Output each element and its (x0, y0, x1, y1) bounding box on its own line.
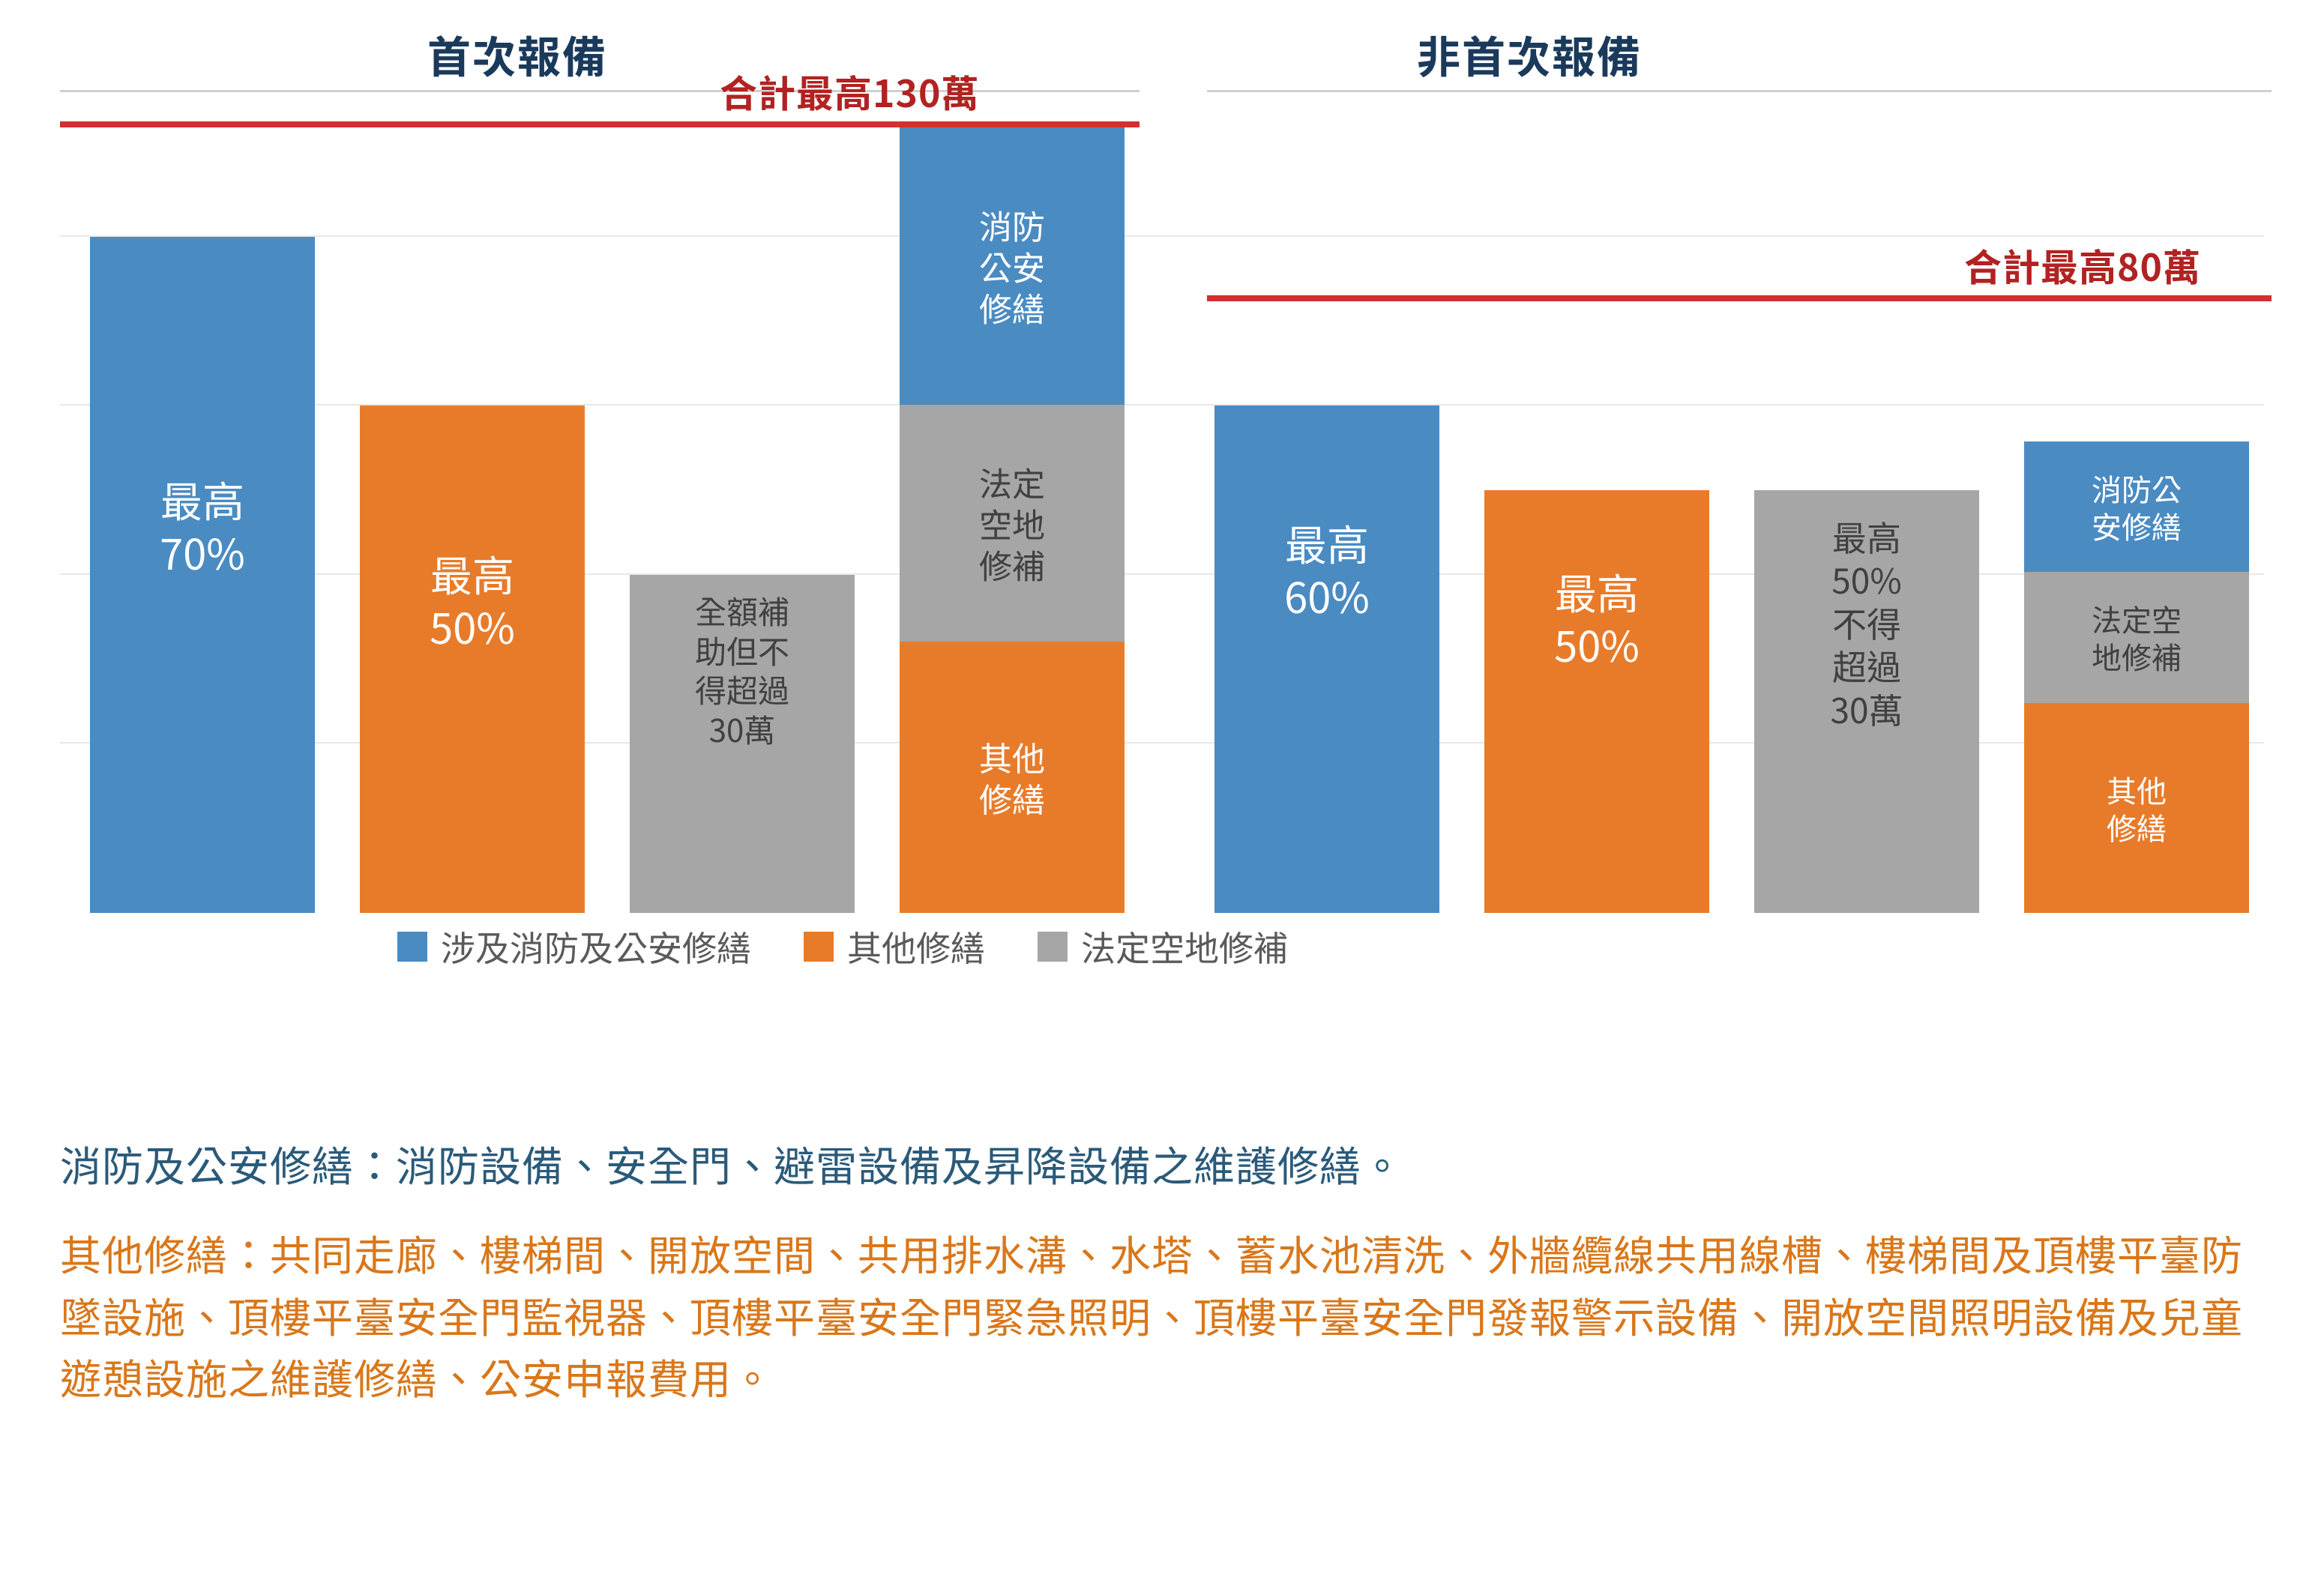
hr-right (1207, 90, 2272, 92)
plot-area: 合計最高130萬合計最高80萬最高 70%最高 50%全額補 助但不 得超過 3… (60, 127, 2264, 913)
chart-area: 首次報備 非首次報備 合計最高130萬合計最高80萬最高 70% 最高 50% 全額… (60, 22, 2264, 997)
max-label: 合計最高80萬 (1964, 238, 2201, 292)
bar-segment: 法定 空地 修補 (900, 405, 1125, 642)
note-blue: 消防及公安修繕：消防設備、安全門、避雷設備及昇降設備之維護修繕。 (60, 1132, 2279, 1196)
bar-segment-label: 消防 公安 修繕 (900, 204, 1125, 328)
bar-segment-label: 消防公 安修繕 (2024, 469, 2249, 544)
legend-item: 法定空地修補 (1038, 922, 1288, 971)
legend-swatch (804, 932, 834, 962)
bar-segment: 消防公 安修繕 (2024, 441, 2249, 573)
bar-label: 最高 50% (360, 548, 585, 653)
bar-segment-label: 法定空 地修補 (2024, 600, 2249, 675)
bar-segment-label: 法定 空地 修補 (900, 462, 1125, 585)
bar-segment-label: 其他 修繕 (900, 736, 1125, 818)
legend-text: 其他修繕 (847, 922, 985, 971)
legend: 涉及消防及公安修繕 其他修繕 法定空地修補 (397, 922, 1288, 971)
bar-segment: 法定空 地修補 (2024, 572, 2249, 703)
bar: 最高 50% (360, 405, 585, 913)
panel-title-right: 非首次報備 (1417, 22, 1642, 85)
legend-swatch (397, 932, 427, 962)
bar-label: 全額補 助但不 得超過 30萬 (630, 591, 855, 749)
legend-item: 涉及消防及公安修繕 (397, 922, 751, 971)
grid-line (60, 235, 2264, 237)
bar-segment: 消防 公安 修繕 (900, 127, 1125, 405)
bar-label: 最高 50% 不得 超過 30萬 (1754, 516, 1979, 732)
bar-segment: 其他 修繕 (900, 642, 1125, 913)
bar-label: 最高 50% (1484, 566, 1709, 671)
notes: 消防及公安修繕：消防設備、安全門、避雷設備及昇降設備之維護修繕。 其他修繕：共同… (60, 1132, 2279, 1408)
bar-label: 最高 70% (90, 474, 315, 579)
bar-segment: 其他 修繕 (2024, 703, 2249, 913)
bar: 最高 60% (1214, 405, 1439, 913)
max-line (1207, 295, 2272, 301)
max-label: 合計最高130萬 (720, 64, 980, 118)
legend-item: 其他修繕 (804, 922, 985, 971)
legend-swatch (1038, 932, 1068, 962)
legend-text: 法定空地修補 (1081, 922, 1288, 971)
note-orange: 其他修繕：共同走廊、樓梯間、開放空間、共用排水溝、水塔、蓄水池清洗、外牆纜線共用… (60, 1222, 2279, 1408)
bar: 最高 50% (1484, 490, 1709, 913)
max-line (60, 121, 1140, 127)
legend-text: 涉及消防及公安修繕 (441, 922, 751, 971)
bar: 全額補 助但不 得超過 30萬 (630, 575, 855, 913)
bar-label: 最高 60% (1214, 517, 1439, 622)
bar: 最高 70% (90, 237, 315, 913)
bar: 最高 50% 不得 超過 30萬 (1754, 490, 1979, 913)
bar-segment-label: 其他 修繕 (2024, 771, 2249, 845)
panel-title-left: 首次報備 (427, 22, 607, 85)
